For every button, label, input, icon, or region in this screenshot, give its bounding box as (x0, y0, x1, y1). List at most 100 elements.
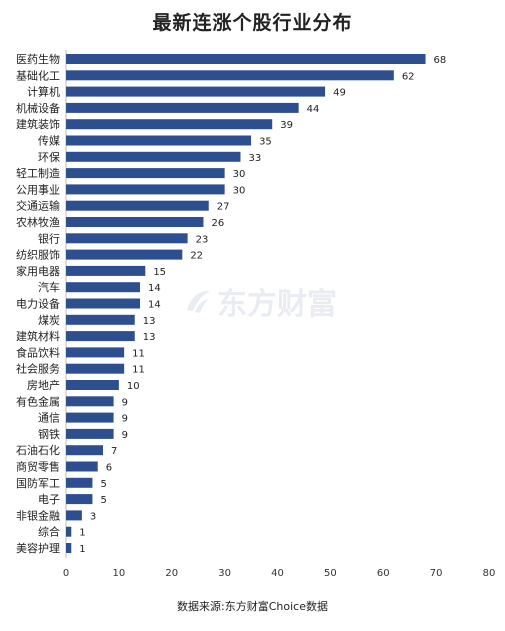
data-label: 15 (153, 267, 166, 278)
bar (66, 217, 204, 227)
bar (66, 445, 104, 456)
category-label: 综合 (38, 525, 60, 539)
bar (66, 396, 114, 407)
data-label: 44 (307, 104, 320, 115)
x-tick-label: 0 (63, 568, 69, 579)
chart-title: 最新连涨个股行业分布 (152, 12, 353, 34)
bar (66, 331, 135, 342)
category-label: 银行 (38, 231, 60, 245)
data-label: 9 (122, 430, 128, 441)
x-tick-label: 40 (271, 568, 284, 579)
data-label: 9 (122, 397, 128, 408)
data-label: 35 (259, 137, 272, 148)
bar (66, 70, 394, 81)
bar (66, 363, 125, 374)
category-label: 有色金属 (16, 394, 60, 408)
bar (66, 265, 146, 276)
category-label: 基础化工 (16, 68, 60, 82)
category-label: 机械设备 (16, 101, 60, 115)
data-label: 30 (233, 185, 246, 196)
bar (66, 135, 252, 146)
bar (66, 86, 326, 97)
data-label: 11 (132, 348, 145, 359)
bar (66, 412, 114, 423)
bar (66, 151, 241, 162)
category-label: 交通运输 (16, 199, 60, 213)
data-label: 23 (196, 234, 209, 245)
category-label: 社会服务 (16, 362, 60, 376)
bar (66, 477, 93, 488)
category-label: 农林牧渔 (16, 215, 60, 229)
data-label: 68 (434, 55, 447, 66)
bar (66, 314, 135, 325)
x-tick-label: 10 (113, 568, 126, 579)
category-label: 食品饮料 (16, 345, 60, 359)
bar (66, 200, 209, 211)
bar (66, 102, 299, 113)
category-label: 钢铁 (38, 428, 60, 441)
category-label: 国防军工 (16, 476, 60, 490)
data-label: 39 (280, 120, 293, 131)
category-label: 房地产 (27, 378, 60, 392)
data-label: 14 (148, 300, 161, 311)
data-label: 1 (79, 544, 85, 555)
bar (66, 282, 141, 293)
bar (66, 168, 225, 179)
data-label: 30 (233, 169, 246, 180)
category-label: 煤炭 (38, 314, 60, 327)
data-label: 33 (248, 153, 261, 164)
data-label: 3 (90, 511, 96, 522)
bar (66, 428, 114, 439)
data-label: 1 (79, 528, 85, 539)
data-label: 13 (143, 316, 156, 327)
bar (66, 543, 72, 553)
bar (66, 119, 273, 130)
category-label: 石油石化 (16, 443, 60, 457)
category-label: 电力设备 (16, 297, 60, 311)
data-label: 6 (106, 463, 112, 474)
category-label: 建筑材料 (16, 329, 60, 343)
data-label: 5 (100, 495, 106, 506)
category-label: 美容护理 (16, 541, 60, 555)
data-label: 14 (148, 283, 161, 294)
bar (66, 54, 426, 64)
bar (66, 526, 72, 537)
data-label: 5 (100, 479, 106, 490)
x-tick-label: 30 (218, 568, 231, 579)
category-label: 传媒 (38, 135, 60, 148)
source-note: 数据来源:东方财富Choice数据 (177, 600, 328, 613)
data-label: 11 (132, 365, 145, 376)
bar (66, 510, 82, 521)
category-label: 电子 (38, 493, 60, 506)
category-label: 医药生物 (16, 52, 60, 66)
data-label: 7 (111, 446, 117, 457)
x-tick-label: 70 (430, 568, 443, 579)
x-tick-label: 50 (324, 568, 337, 579)
x-tick-label: 80 (483, 568, 496, 579)
data-label: 27 (217, 202, 230, 213)
bar (66, 494, 93, 505)
category-label: 通信 (38, 412, 60, 425)
data-label: 62 (402, 71, 415, 82)
category-label: 建筑装饰 (16, 117, 60, 131)
data-label: 9 (122, 414, 128, 425)
category-label: 轻工制造 (16, 166, 60, 180)
x-tick-label: 20 (165, 568, 178, 579)
bar (66, 233, 188, 244)
data-label: 22 (190, 251, 203, 262)
bar (66, 347, 125, 358)
category-label: 计算机 (27, 85, 60, 99)
bar (66, 380, 119, 390)
bar (66, 298, 141, 309)
data-label: 13 (143, 332, 156, 343)
bar (66, 461, 98, 472)
data-label: 26 (211, 218, 224, 229)
category-label: 非银金融 (16, 508, 60, 522)
category-label: 汽车 (38, 280, 60, 294)
category-label: 家用电器 (16, 264, 60, 278)
category-label: 商贸零售 (16, 460, 60, 474)
data-label: 10 (127, 381, 140, 392)
x-tick-label: 60 (377, 568, 390, 579)
category-label: 纺织服饰 (16, 248, 60, 262)
